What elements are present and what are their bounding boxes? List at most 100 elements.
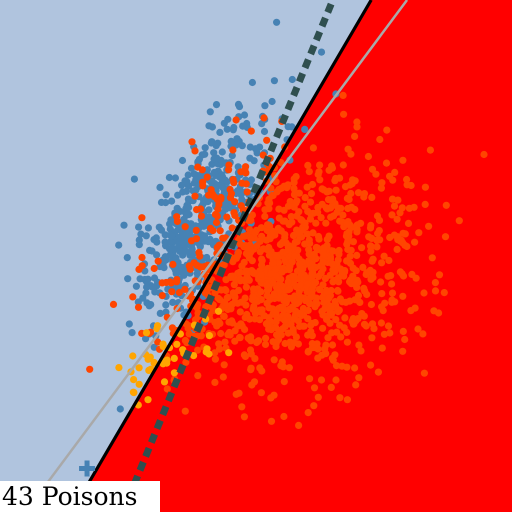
point-b (246, 346, 255, 354)
point-b (360, 190, 369, 198)
point-b (280, 378, 288, 386)
point-b (284, 278, 292, 286)
point-b (238, 179, 246, 187)
point-a (120, 221, 128, 229)
point-a (216, 128, 224, 136)
point-b (188, 138, 196, 146)
point-b (379, 307, 387, 315)
point-b (203, 173, 211, 181)
point-b (306, 198, 315, 206)
point-b (225, 318, 233, 326)
point-b (375, 216, 384, 224)
point-b (236, 268, 244, 276)
point-b (213, 212, 221, 220)
point-b (295, 189, 303, 197)
point-b (293, 212, 301, 220)
point-b (285, 364, 293, 372)
point-b (320, 298, 328, 307)
point-b (230, 281, 238, 289)
point-b (291, 252, 299, 260)
point-b (296, 310, 304, 318)
point-b (231, 337, 239, 345)
point-b (398, 204, 406, 212)
point-a (227, 137, 235, 145)
point-b (338, 362, 346, 370)
point-b (236, 334, 244, 342)
point-b (263, 281, 271, 289)
point-a (247, 176, 255, 184)
point-b (293, 300, 301, 308)
point-b (271, 265, 280, 273)
point-b (351, 364, 359, 372)
point-b (238, 403, 246, 411)
point-poison (225, 349, 233, 357)
point-b (344, 204, 352, 213)
point-b (328, 341, 337, 349)
point-a (156, 183, 164, 191)
point-b (275, 329, 283, 337)
point-b (211, 349, 219, 357)
point-b (219, 261, 227, 269)
point-b (266, 235, 274, 243)
point-a (142, 289, 150, 297)
point-b (355, 374, 363, 382)
point-b (325, 294, 333, 302)
point-b (276, 240, 284, 249)
point-a (250, 157, 258, 165)
point-b (357, 219, 365, 227)
point-b (442, 201, 450, 209)
point-b (242, 283, 250, 291)
point-b (343, 220, 351, 228)
point-b (368, 334, 376, 342)
point-b (242, 269, 250, 277)
point-b (336, 394, 344, 402)
point-b (337, 333, 345, 341)
point-b (319, 258, 327, 266)
point-b (332, 316, 340, 324)
point-a (147, 301, 155, 309)
point-b (390, 202, 399, 210)
point-b (237, 298, 245, 306)
point-b (419, 330, 427, 338)
point-b (327, 383, 335, 391)
point-b (270, 356, 278, 364)
point-b (365, 233, 373, 241)
point-b (415, 229, 423, 237)
point-b (234, 248, 243, 257)
point-b (310, 402, 318, 410)
point-b (318, 200, 326, 208)
point-b (242, 275, 250, 283)
point-b (318, 185, 326, 193)
point-b (480, 150, 488, 159)
point-b (277, 227, 285, 235)
point-a (183, 178, 191, 186)
point-a (201, 144, 209, 152)
point-b (304, 331, 312, 339)
point-b (455, 217, 463, 225)
point-b (253, 338, 261, 347)
point-a (165, 173, 173, 182)
point-b (388, 280, 396, 288)
point-b (86, 365, 94, 373)
point-b (286, 285, 294, 293)
point-a (190, 170, 198, 178)
point-b (315, 235, 323, 243)
point-b (316, 176, 324, 184)
point-a (124, 275, 132, 283)
point-b (290, 315, 298, 323)
point-b (322, 219, 330, 227)
point-b (426, 146, 434, 154)
point-b (328, 309, 336, 317)
point-b (316, 161, 324, 169)
point-b (305, 168, 313, 176)
point-b (335, 306, 343, 314)
point-b (216, 319, 224, 327)
point-b (272, 309, 280, 317)
point-b (367, 300, 375, 309)
point-b (275, 214, 283, 222)
point-b (251, 315, 259, 323)
point-b (214, 294, 222, 302)
point-poison (144, 396, 152, 404)
point-b (329, 278, 337, 286)
point-b (265, 221, 273, 229)
